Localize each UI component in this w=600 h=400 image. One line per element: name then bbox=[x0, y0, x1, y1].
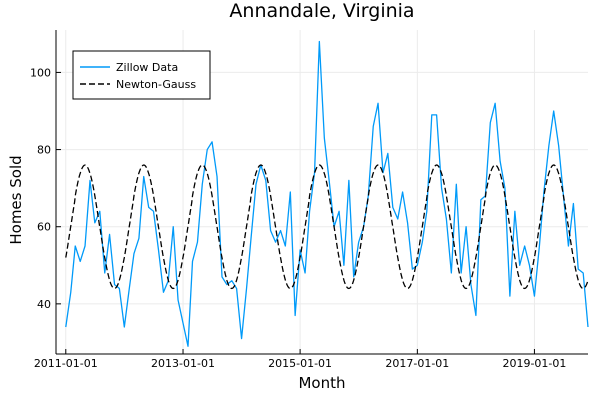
legend-box bbox=[72, 50, 211, 100]
y-tick-label: 100 bbox=[30, 66, 51, 79]
y-axis-label: Homes Sold bbox=[7, 155, 25, 244]
y-tick-label: 80 bbox=[37, 144, 51, 157]
legend: Zillow Data Newton-Gauss bbox=[72, 50, 211, 100]
series-layer bbox=[65, 40, 589, 347]
x-tick-label: 2015-01-01 bbox=[268, 357, 332, 370]
x-tick-label: 2011-01-01 bbox=[34, 357, 98, 370]
y-ticks: 40 60 80 100 bbox=[30, 66, 61, 311]
series-line-zillow-data bbox=[65, 40, 589, 347]
legend-label-newton-gauss: Newton-Gauss bbox=[116, 78, 196, 91]
chart-title: Annandale, Virginia bbox=[229, 0, 414, 22]
y-tick-label: 40 bbox=[37, 298, 51, 311]
x-ticks: 2011-01-01 2013-01-01 2015-01-01 2017-01-01… bbox=[34, 349, 566, 370]
x-axis-label: Month bbox=[298, 374, 345, 392]
x-tick-label: 2013-01-01 bbox=[151, 357, 215, 370]
x-tick-label: 2017-01-01 bbox=[385, 357, 449, 370]
y-tick-label: 60 bbox=[37, 221, 51, 234]
series-line-newton-gauss bbox=[65, 164, 589, 290]
x-tick-label: 2019-01-01 bbox=[502, 357, 566, 370]
legend-label-zillow-data: Zillow Data bbox=[116, 61, 178, 74]
plot-area bbox=[55, 30, 588, 355]
